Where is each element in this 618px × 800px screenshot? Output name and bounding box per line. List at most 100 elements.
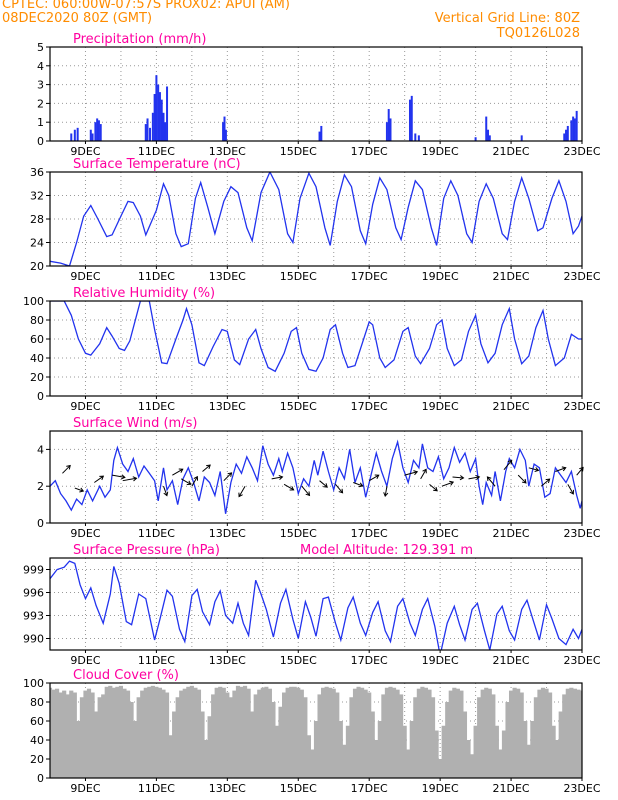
cloud-cover-bar	[253, 694, 258, 778]
pressure-xtick-label: 17DEC	[351, 654, 388, 667]
precipitation-xtick-label: 9DEC	[70, 145, 100, 158]
cloud-cover-bar	[516, 688, 521, 778]
wind-ytick-label: 0	[37, 517, 44, 530]
precipitation-ytick-label: 5	[37, 41, 44, 54]
temperature-ytick-label: 32	[30, 190, 44, 203]
cloud-cover-bar	[430, 697, 436, 778]
precipitation-bar	[385, 122, 388, 141]
wind-arrow-shaft	[94, 475, 104, 483]
cloud-cover-bar	[154, 686, 159, 778]
cloud-cover-bar	[508, 690, 514, 778]
wind-arrow-head	[66, 464, 71, 470]
wind-xtick-label: 11DEC	[138, 527, 175, 540]
wind-arrow-head	[507, 459, 513, 465]
wind-arrow	[111, 474, 126, 480]
precipitation-ytick-label: 3	[37, 79, 44, 92]
humidity-title: Relative Humidity (%)	[73, 286, 215, 301]
temperature-ytick-label: 28	[30, 213, 44, 226]
pressure-annotation: Model Altitude: 129.391 m	[300, 543, 473, 558]
cloud-cover-bar	[530, 721, 535, 778]
precipitation-bar	[97, 120, 100, 141]
wind-arrow-shaft	[567, 484, 574, 495]
wind-arrow-head	[475, 474, 481, 480]
cloud-cover-bar	[473, 725, 478, 778]
pressure-xtick-label: 23DEC	[563, 654, 600, 667]
cloud-cover-bar	[303, 697, 308, 778]
temperature-xtick-label: 13DEC	[209, 270, 246, 283]
cloud-cover-bar	[452, 687, 457, 778]
cloud-cover-bar	[551, 725, 556, 778]
humidity-xtick-label: 17DEC	[351, 400, 388, 413]
wind-arrow-head	[521, 478, 527, 484]
cloud-cover-bar	[172, 711, 177, 778]
precipitation-bar	[520, 135, 523, 141]
wind-arrow-shaft	[404, 471, 418, 476]
cloud-cover-bar	[65, 694, 70, 778]
precipitation-bar	[566, 125, 569, 141]
precipitation-bar	[162, 112, 165, 141]
cloud-cover-bar	[182, 688, 187, 778]
cloud-cover-bar	[576, 689, 581, 778]
cloud-cover-bar	[306, 735, 311, 778]
temperature-frame	[49, 171, 583, 267]
cloud-cover-bar	[232, 690, 237, 778]
cloud-cover-bar	[83, 690, 88, 778]
wind-frame	[49, 430, 583, 524]
cloud-cover-bar	[434, 730, 439, 778]
cloud-cover-bar	[477, 697, 482, 778]
cloud-cover-bar	[282, 692, 287, 778]
wind-arrow-head	[422, 468, 427, 474]
wind-arrow	[567, 484, 574, 495]
pressure-xtick-label: 13DEC	[209, 654, 246, 667]
cloud-cover-bar	[423, 687, 429, 778]
pressure-frame	[49, 557, 583, 651]
cloud-cover-bar	[211, 694, 216, 778]
wind-arrow	[420, 468, 427, 480]
cloud-cover-bar	[352, 688, 358, 778]
cloud-cover-bar	[487, 688, 492, 778]
cloud-cover-xtick-label: 23DEC	[563, 782, 600, 795]
wind-xtick-label: 17DEC	[351, 527, 388, 540]
header-grid-note: Vertical Grid Line: 80Z	[434, 11, 580, 26]
wind-arrow-shaft	[429, 483, 438, 492]
wind-arrow-shaft	[441, 481, 454, 487]
wind-arrow-shaft	[62, 465, 71, 474]
cloud-cover-bar	[526, 744, 531, 778]
wind-arrow-head	[305, 491, 311, 497]
cloud-cover-bar	[324, 686, 329, 778]
cloud-cover-bar	[97, 697, 102, 778]
wind-arrow	[452, 475, 465, 481]
cloud-cover-bar	[221, 687, 226, 778]
precipitation-xtick-label: 11DEC	[138, 145, 175, 158]
wind-ytick-label: 4	[37, 443, 44, 456]
precipitation-bar	[575, 110, 578, 141]
wind-xtick-label: 15DEC	[280, 527, 317, 540]
wind-arrow-head	[163, 491, 169, 497]
wind-arrow	[271, 474, 284, 480]
cloud-cover-ytick-label: 0	[37, 772, 44, 785]
temperature-xtick-label: 19DEC	[422, 270, 459, 283]
pressure-xtick-label: 15DEC	[280, 654, 317, 667]
wind-arrow-shaft	[122, 477, 137, 482]
wind-arrow-head	[238, 492, 243, 498]
wind-arrow-head	[206, 464, 211, 470]
cloud-cover-bar	[321, 687, 326, 778]
cloud-cover-bar	[562, 694, 567, 778]
precipitation-bar	[572, 116, 575, 141]
cloud-cover-bar	[242, 685, 248, 778]
cloud-cover-bar	[207, 716, 212, 778]
pressure-ytick-label: 990	[23, 633, 44, 646]
wind-arrow	[468, 474, 481, 480]
cloud-cover-panel: 0 20 40 60 80 100 9DEC 11DEC 13DEC 15DEC 17DEC 19DE…	[23, 668, 601, 795]
cloud-cover-bar	[189, 685, 194, 778]
wind-arrow-shaft	[74, 487, 84, 492]
temperature-ytick-label: 20	[30, 260, 44, 273]
wind-arrow-head	[374, 474, 380, 479]
wind-arrow-shaft	[368, 474, 379, 482]
wind-arrow-head	[449, 480, 455, 486]
cloud-cover-bar	[289, 686, 294, 778]
wind-arrow-shaft	[180, 478, 192, 485]
wind-arrow-head	[289, 486, 295, 491]
cloud-cover-bar	[104, 686, 109, 778]
